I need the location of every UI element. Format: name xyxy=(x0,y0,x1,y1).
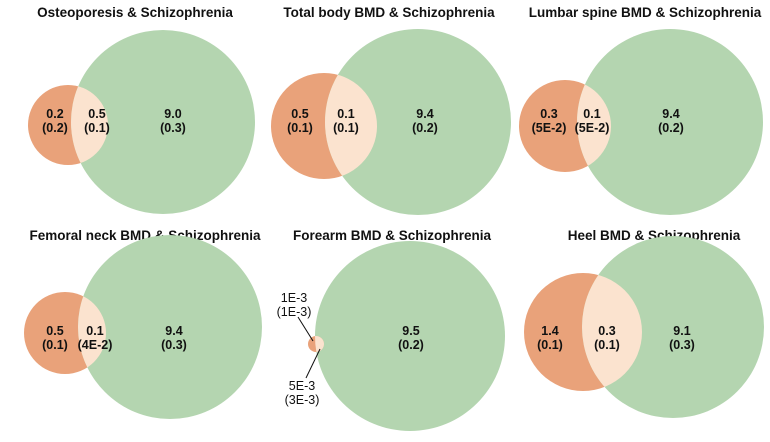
overlap-se: (4E-2) xyxy=(78,338,113,352)
schizophrenia-only-value: 9.4 xyxy=(416,107,433,121)
overlap-value: 0.5 xyxy=(88,107,105,121)
schizophrenia-circle xyxy=(577,29,763,215)
venn-panel-lumbar-spine-bmd: Lumbar spine BMD & Schizophrenia 0.3 (5E… xyxy=(519,5,763,215)
overlap-value: 0.1 xyxy=(583,107,600,121)
trait-only-se: (1E-3) xyxy=(277,305,312,319)
venn-panel-forearm-bmd: Forearm BMD & Schizophrenia 1E-3 (1E-3) … xyxy=(277,228,505,431)
overlap-se: (0.1) xyxy=(84,121,110,135)
schizophrenia-only-se: (0.3) xyxy=(669,338,695,352)
trait-only-se: (0.2) xyxy=(42,121,68,135)
trait-only-value: 0.2 xyxy=(46,107,63,121)
schizophrenia-circle xyxy=(315,241,505,431)
trait-only-leader-line xyxy=(297,316,314,342)
schizophrenia-only-value: 9.0 xyxy=(164,107,181,121)
schizophrenia-only-se: (0.3) xyxy=(161,338,187,352)
panel-title: Lumbar spine BMD & Schizophrenia xyxy=(529,5,762,20)
trait-only-value: 1E-3 xyxy=(281,291,307,305)
schizophrenia-circle xyxy=(582,236,764,418)
trait-only-se: (5E-2) xyxy=(532,121,567,135)
panel-title: Femoral neck BMD & Schizophrenia xyxy=(29,228,261,243)
panel-title: Forearm BMD & Schizophrenia xyxy=(293,228,492,243)
schizophrenia-only-se: (0.2) xyxy=(658,121,684,135)
overlap-value: 0.3 xyxy=(598,324,615,338)
panel-title: Total body BMD & Schizophrenia xyxy=(283,5,495,20)
overlap-value: 0.1 xyxy=(337,107,354,121)
schizophrenia-circle xyxy=(78,235,262,419)
venn-panel-femoral-neck-bmd: Femoral neck BMD & Schizophrenia 0.5 (0.… xyxy=(24,228,262,419)
schizophrenia-only-value: 9.1 xyxy=(673,324,690,338)
overlap-value: 0.1 xyxy=(86,324,103,338)
panel-title: Osteoporesis & Schizophrenia xyxy=(37,5,233,20)
trait-only-se: (0.1) xyxy=(537,338,563,352)
schizophrenia-only-value: 9.4 xyxy=(662,107,679,121)
schizophrenia-only-se: (0.3) xyxy=(160,121,186,135)
overlap-se: (5E-2) xyxy=(575,121,610,135)
panel-title: Heel BMD & Schizophrenia xyxy=(568,228,741,243)
schizophrenia-only-se: (0.2) xyxy=(412,121,438,135)
schizophrenia-circle xyxy=(325,29,511,215)
venn-panel-heel-bmd: Heel BMD & Schizophrenia 1.4 (0.1) 0.3 (… xyxy=(524,228,764,418)
schizophrenia-circle xyxy=(71,30,255,214)
overlap-se: (0.1) xyxy=(594,338,620,352)
trait-only-value: 0.5 xyxy=(291,107,308,121)
venn-panel-total-body-bmd: Total body BMD & Schizophrenia 0.5 (0.1)… xyxy=(271,5,511,215)
trait-only-value: 0.3 xyxy=(540,107,557,121)
trait-only-se: (0.1) xyxy=(42,338,68,352)
schizophrenia-only-se: (0.2) xyxy=(398,338,424,352)
overlap-se: (0.1) xyxy=(333,121,359,135)
trait-only-se: (0.1) xyxy=(287,121,313,135)
schizophrenia-only-value: 9.5 xyxy=(402,324,419,338)
trait-only-value: 0.5 xyxy=(46,324,63,338)
overlap-se: (3E-3) xyxy=(285,393,320,407)
overlap-leader-line xyxy=(305,348,321,379)
trait-only-value: 1.4 xyxy=(541,324,558,338)
overlap-value: 5E-3 xyxy=(289,379,315,393)
schizophrenia-only-value: 9.4 xyxy=(165,324,182,338)
venn-panel-osteoporosis: Osteoporesis & Schizophrenia 0.2 (0.2) 0… xyxy=(28,5,255,214)
